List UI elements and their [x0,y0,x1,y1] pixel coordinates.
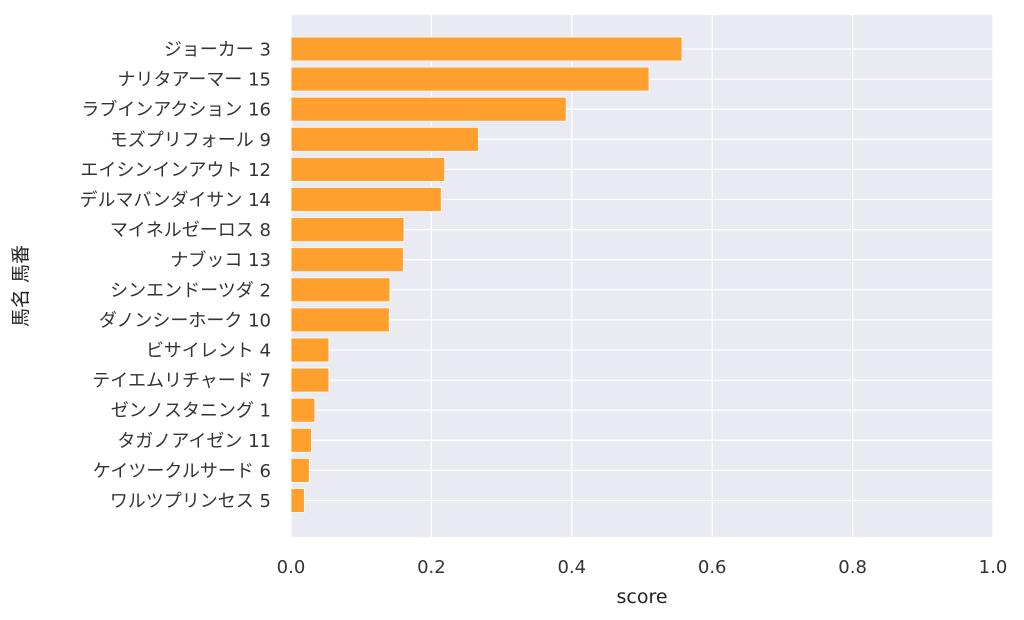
plot-area [291,15,993,537]
bar [290,397,316,423]
x-tick-labels: 0.0 0.2 0.4 0.6 0.8 1.0 [277,557,1008,578]
y-tick-label: ワルツプリンセス 5 [110,491,271,512]
y-tick-label: ビサイレント 4 [146,341,271,362]
y-tick-label: ジョーカー 3 [164,40,271,61]
y-tick-label: ナブッコ 13 [170,249,271,271]
y-axis-label: 馬名 馬番 [10,245,32,327]
y-tick-label: ナリタアーマー 15 [117,70,271,91]
y-tick-label: エイシンインアウト 12 [80,160,271,181]
bar [290,337,330,363]
x-tick-label: 0.8 [838,557,867,578]
x-axis-label: score [616,586,667,608]
bar [290,187,442,212]
bar [290,217,405,243]
x-tick-label: 0.6 [698,557,727,578]
bar [290,247,404,273]
x-tick-label: 0.0 [277,557,306,578]
bar [290,427,312,453]
bar [290,36,683,62]
y-tick-label: デルマバンダイサン 14 [79,190,271,211]
y-tick-label: タガノアイゼン 11 [117,431,271,452]
bar [290,488,305,513]
bar [290,126,479,152]
y-tick-labels: ジョーカー 3 ナリタアーマー 15 ラブインアクション 16 モズプリフォール 9 エ… [79,40,271,513]
y-tick-label: ダノンシーホーク 10 [99,310,271,331]
x-tick-label: 0.2 [417,557,446,578]
bars [290,36,683,513]
bar [290,307,390,333]
y-tick-label: マイネルゼーロス 8 [110,220,271,241]
bar [290,457,310,483]
y-tick-label: シンエンドーツダ 2 [110,280,271,301]
x-tick-label: 0.4 [557,557,586,578]
bar [290,277,391,303]
y-tick-label: モズプリフォール 9 [110,130,271,151]
y-tick-label: テイエムリチャード 7 [92,371,271,392]
y-tick-label: ゼンノスタニング 1 [111,401,271,422]
y-tick-label: ラブインアクション 16 [81,99,271,121]
y-tick-label: ケイツークルサード 6 [93,461,271,482]
bar [290,367,330,393]
bar [290,96,567,122]
bar [290,156,446,182]
bar [290,66,650,92]
x-tick-label: 1.0 [979,557,1008,578]
